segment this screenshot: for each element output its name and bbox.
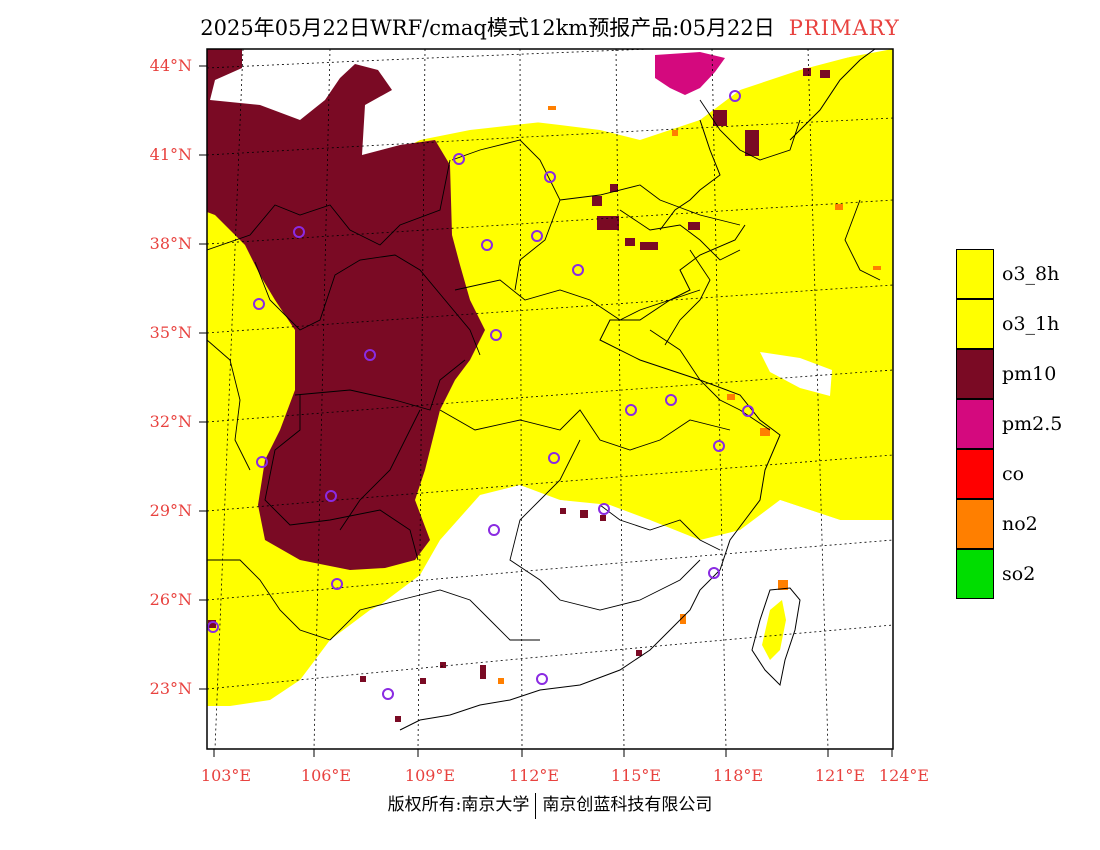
coastline bbox=[399, 49, 876, 731]
legend-swatch bbox=[956, 449, 994, 499]
legend-label: o3_1h bbox=[1002, 313, 1060, 335]
lat-label-35: 35°N bbox=[149, 323, 192, 342]
city-markers bbox=[207, 90, 754, 700]
legend-label: so2 bbox=[1002, 563, 1036, 585]
lat-label-44: 44°N bbox=[149, 56, 192, 75]
lat-label-26: 26°N bbox=[149, 590, 192, 609]
map-title: 2025年05月22日WRF/cmaq模式12km预报产品:05月22日 PRIM… bbox=[0, 12, 1100, 42]
legend-swatch bbox=[956, 549, 994, 599]
map-frame bbox=[206, 48, 894, 750]
lon-label-115: 115°E bbox=[610, 766, 662, 785]
legend-swatch bbox=[956, 299, 994, 349]
pm25-region bbox=[655, 52, 725, 95]
lon-label-109: 109°E bbox=[404, 766, 456, 785]
pm10-cells bbox=[208, 68, 830, 722]
legend-swatch bbox=[956, 499, 994, 549]
footer-separator bbox=[535, 792, 537, 819]
legend-label: co bbox=[1002, 463, 1025, 485]
legend-label: pm10 bbox=[1002, 363, 1057, 385]
legend-label: no2 bbox=[1002, 513, 1038, 535]
legend-label: pm2.5 bbox=[1002, 413, 1063, 435]
pm10-region bbox=[207, 49, 485, 570]
legend-label: o3_8h bbox=[1002, 263, 1060, 285]
clean-area bbox=[300, 490, 893, 749]
o3-taiwan bbox=[762, 600, 786, 660]
lon-label-106: 106°E bbox=[300, 766, 352, 785]
axis-ticks bbox=[199, 65, 893, 757]
map-layers bbox=[207, 49, 893, 749]
lat-label-32: 32°N bbox=[149, 412, 192, 431]
primary-tag: PRIMARY bbox=[788, 16, 900, 40]
copyright-footer: 版权所有:南京大学 南京创蓝科技有限公司 bbox=[0, 790, 1100, 819]
lat-label-29: 29°N bbox=[149, 501, 192, 520]
copyright-left: 版权所有:南京大学 bbox=[387, 795, 530, 815]
no2-cells bbox=[498, 106, 881, 684]
lat-label-23: 23°N bbox=[149, 679, 192, 698]
lon-label-124: 124°E bbox=[878, 766, 930, 785]
lon-label-118: 118°E bbox=[712, 766, 764, 785]
lat-label-41: 41°N bbox=[149, 145, 192, 164]
province-borders bbox=[207, 99, 881, 641]
title-text: 2025年05月22日WRF/cmaq模式12km预报产品:05月22日 bbox=[200, 16, 775, 40]
legend-swatch bbox=[956, 399, 994, 449]
legend-swatch bbox=[956, 349, 994, 399]
clean-patch bbox=[760, 352, 832, 396]
lat-label-38: 38°N bbox=[149, 234, 192, 253]
lon-label-121: 121°E bbox=[814, 766, 866, 785]
lon-label-103: 103°E bbox=[200, 766, 252, 785]
copyright-right: 南京创蓝科技有限公司 bbox=[542, 795, 713, 815]
lon-label-112: 112°E bbox=[508, 766, 560, 785]
legend-swatch bbox=[956, 249, 994, 299]
